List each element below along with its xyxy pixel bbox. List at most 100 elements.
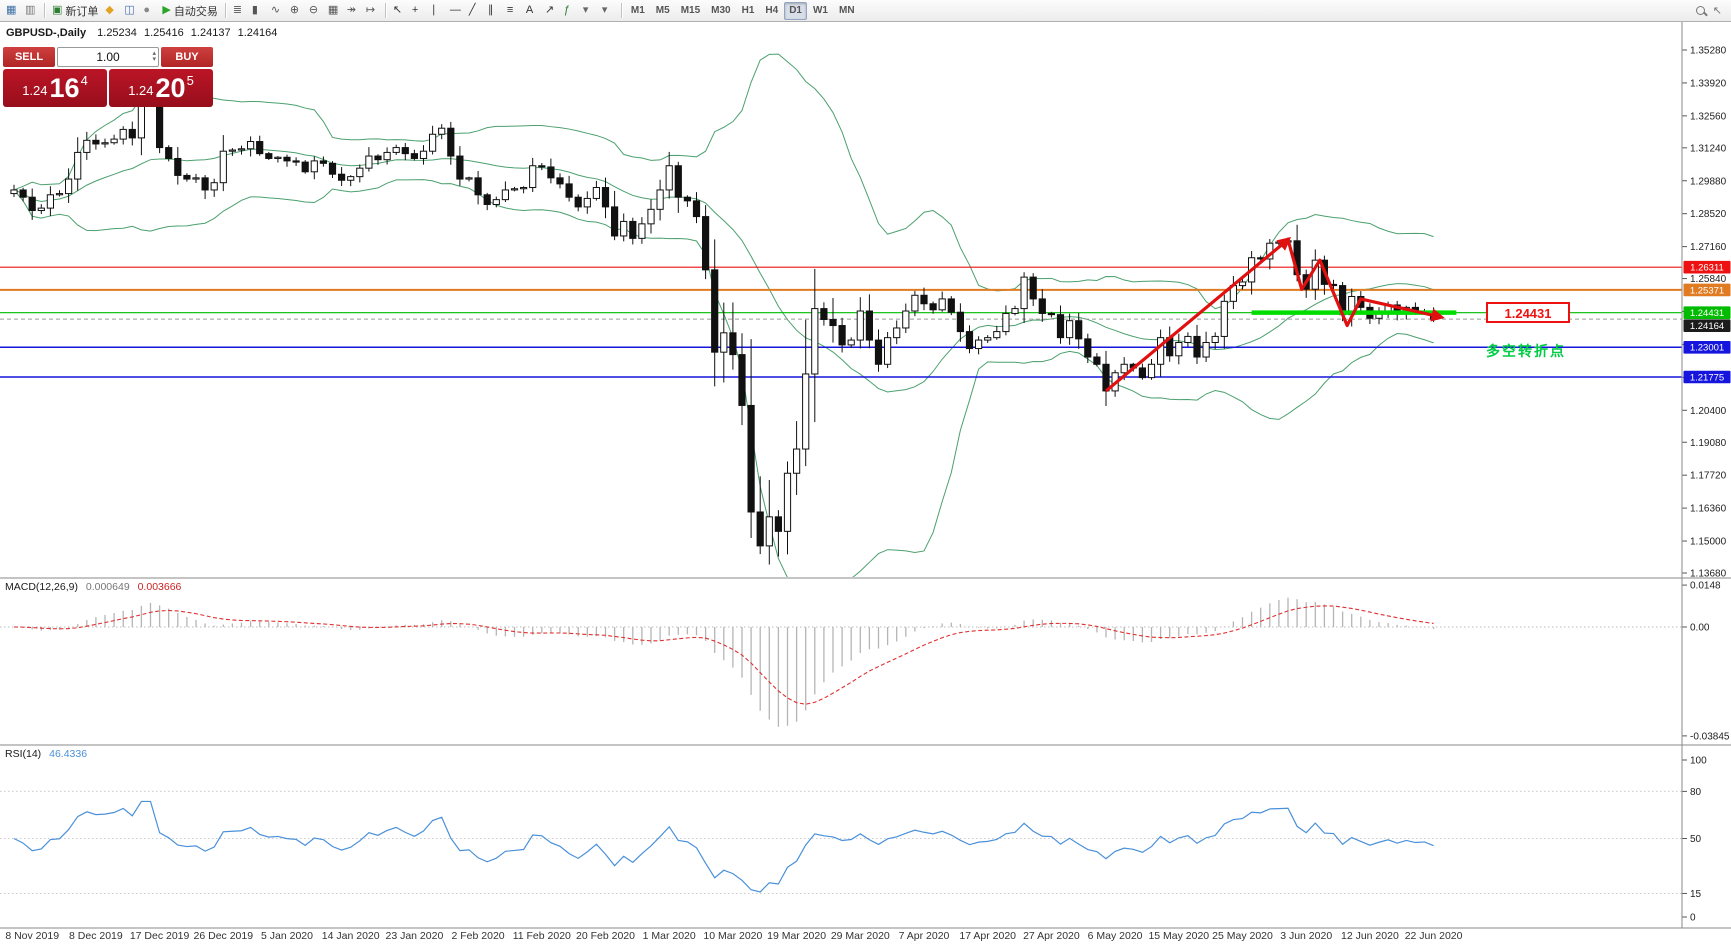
tile-windows-button[interactable]: ▦ [325,2,343,20]
fibonacci-button[interactable]: ≡ [504,2,522,20]
buy-button[interactable]: BUY [161,47,213,67]
candlestick-chart-button[interactable]: ▮ [249,2,267,20]
price-scale[interactable]: 1.35280 1.33920 1.32560 1.31240 1.29880 1.285… [1682,46,1731,924]
svg-text:17 Apr 2020: 17 Apr 2020 [959,930,1016,942]
tf-m1-label: M1 [630,5,645,16]
zoom-in-button[interactable]: ⊕ [287,2,305,20]
volume-spinner[interactable]: ▴ ▾ [152,48,156,66]
equidistant-channel-button[interactable]: ∥ [485,2,503,20]
svg-text:5 Jan 2020: 5 Jan 2020 [261,930,313,942]
line-chart-icon: ∿ [270,4,281,16]
sell-price-button[interactable]: 1.24 16 4 [3,69,107,107]
svg-text:27 Apr 2020: 27 Apr 2020 [1023,930,1080,942]
tf-m5-label: M5 [655,5,670,16]
chart-legend: GBPUSD-,Daily 1.25234 1.25416 1.24137 1.… [6,27,281,39]
svg-text:7 Apr 2020: 7 Apr 2020 [899,930,950,942]
price-badge [1683,260,1731,274]
rsi-panel[interactable] [0,790,1682,894]
arrows-tool-button[interactable]: ↗ [542,2,560,20]
macd-main-value: 0.000649 [85,581,130,593]
ohlc-close: 1.24164 [237,27,278,39]
sell-button[interactable]: SELL [3,47,55,67]
indicators-button[interactable]: ƒ [561,2,579,20]
text-label-icon: A [525,4,534,16]
macd-signal-value: 0.003666 [137,581,182,593]
pointer-icon[interactable]: ↖ [1712,5,1722,17]
indicators-dropdown-button[interactable]: ▾ [580,2,598,20]
timeframe-m30[interactable]: M30 [706,2,735,20]
chart-profiles-button[interactable]: ▥ [22,2,40,20]
arrows-tool-icon: ↗ [544,4,555,16]
vertical-line-button[interactable]: ∣ [428,2,446,20]
timeframe-m5[interactable]: M5 [651,2,675,20]
indicators-icon: ƒ [563,4,570,16]
trendline-button[interactable]: ╱ [466,2,484,20]
macd-signal-line [13,605,1434,705]
buy-price-prefix: 1.24 [128,83,154,98]
zoom-out-button[interactable]: ⊖ [306,2,324,20]
timeframe-m1[interactable]: M1 [626,2,650,20]
svg-text:17 Dec 2019: 17 Dec 2019 [130,930,190,942]
sell-price-pip: 4 [80,73,88,88]
new-order-button[interactable]: ▣ 新订单 [49,2,101,20]
svg-text:1.31240: 1.31240 [1690,143,1727,154]
zoom-out-icon: ⊖ [308,4,319,16]
drawn-objects[interactable] [1104,237,1457,393]
svg-text:1.24431: 1.24431 [1690,308,1724,319]
ohlc-low: 1.24137 [190,27,231,39]
horizontal-line-button[interactable]: ― [447,2,465,20]
navigator-button[interactable]: ● [140,2,158,20]
svg-text:80: 80 [1690,787,1702,798]
svg-text:-0.03845: -0.03845 [1690,731,1730,742]
bar-chart-button[interactable]: ≣ [230,2,248,20]
metaeditor-icon: ◆ [105,4,114,16]
timeframe-mn[interactable]: MN [834,2,860,20]
svg-text:19 Mar 2020: 19 Mar 2020 [767,930,826,942]
volume-input[interactable]: 1.00 ▴ ▾ [57,47,159,67]
tf-w1-label: W1 [812,5,828,16]
sell-price-prefix: 1.24 [22,83,48,98]
tf-d1-label: D1 [789,5,802,16]
svg-text:29 Mar 2020: 29 Mar 2020 [831,930,890,942]
time-axis[interactable]: 8 Nov 2019 8 Dec 2019 17 Dec 2019 26 Dec 20… [5,930,1462,942]
autotrading-label: 自动交易 [173,5,218,18]
svg-text:1.33920: 1.33920 [1690,78,1727,89]
timeframe-h4[interactable]: H4 [760,2,783,20]
svg-text:100: 100 [1690,756,1707,767]
trendline-icon: ╱ [468,4,476,16]
text-label-button[interactable]: A [523,2,541,20]
tf-h1-label: H1 [741,5,755,16]
periods-dropdown-button[interactable]: ▾ [599,2,617,20]
autotrading-button[interactable]: ▶ 自动交易 [159,2,220,20]
timeframe-d1[interactable]: D1 [784,1,807,20]
auto-scroll-button[interactable]: ↠ [344,2,362,20]
one-click-trading-widget: SELL 1.00 ▴ ▾ BUY 1.24 16 4 1.24 20 5 [3,47,213,107]
new-chart-button[interactable]: ▦ [3,2,21,20]
cursor-button[interactable]: ↖ [390,2,408,20]
chart-shift-button[interactable]: ↦ [363,2,381,20]
horizontal-level-lines[interactable] [0,266,1682,378]
vertical-line-icon: ∣ [430,4,437,16]
macd-title: MACD(12,26,9) [5,581,78,593]
spinner-up-icon[interactable]: ▴ [152,50,156,57]
turning-point-label[interactable]: 多空转折点 [1486,343,1566,359]
svg-text:1.24164: 1.24164 [1690,321,1724,332]
toolbar-right: ↖ [1695,4,1728,17]
terminal-button[interactable]: ◫ [121,2,139,20]
toolbar-separator [44,3,45,18]
svg-text:1.25840: 1.25840 [1690,274,1727,285]
timeframe-w1[interactable]: W1 [808,2,833,20]
crosshair-button[interactable]: + [409,2,427,20]
line-chart-button[interactable]: ∿ [268,2,286,20]
search-icon[interactable] [1695,6,1708,17]
buy-price-big: 20 [155,72,186,103]
macd-panel[interactable] [0,597,1682,727]
buy-price-button[interactable]: 1.24 20 5 [109,69,213,107]
spinner-down-icon[interactable]: ▾ [152,56,156,63]
timeframe-m15[interactable]: M15 [676,2,705,20]
price-callout-object[interactable]: 1.24431 [1486,302,1570,323]
metaeditor-button[interactable]: ◆ [102,2,120,20]
timeframe-h1[interactable]: H1 [737,2,760,20]
ohlc-high: 1.25416 [143,27,184,39]
